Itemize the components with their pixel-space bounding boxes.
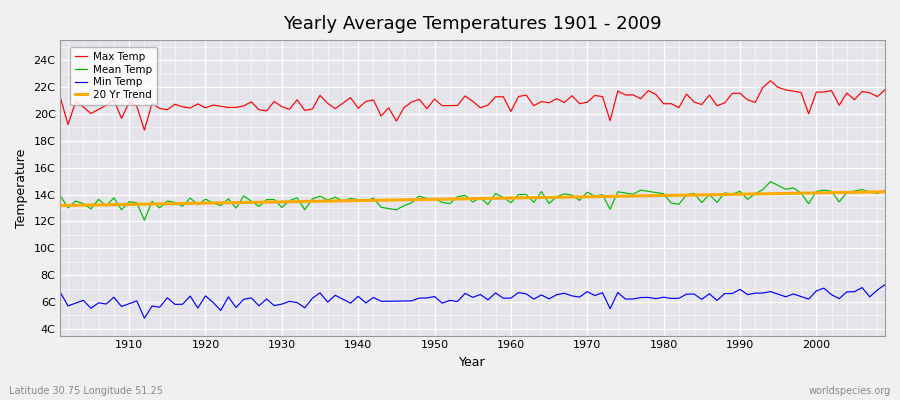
- Line: Min Temp: Min Temp: [60, 284, 885, 318]
- Line: Max Temp: Max Temp: [60, 81, 885, 130]
- Mean Temp: [292, 196, 302, 200]
- 20 Yr Trend: [498, 196, 508, 200]
- Min Temp: [506, 296, 517, 300]
- Min Temp: [338, 297, 348, 302]
- Min Temp: [116, 304, 127, 309]
- Min Temp: [55, 290, 66, 295]
- Mean Temp: [513, 192, 524, 197]
- Mean Temp: [506, 200, 517, 205]
- 20 Yr Trend: [330, 198, 341, 203]
- Max Temp: [292, 97, 302, 102]
- Mean Temp: [55, 194, 66, 198]
- Legend: Max Temp, Mean Temp, Min Temp, 20 Yr Trend: Max Temp, Mean Temp, Min Temp, 20 Yr Tre…: [69, 47, 157, 105]
- Max Temp: [116, 116, 127, 121]
- Max Temp: [139, 128, 149, 133]
- Max Temp: [513, 94, 524, 99]
- Line: Mean Temp: Mean Temp: [60, 182, 885, 220]
- 20 Yr Trend: [597, 194, 608, 199]
- Max Temp: [506, 109, 517, 114]
- Max Temp: [55, 96, 66, 100]
- Max Temp: [338, 101, 348, 106]
- Min Temp: [879, 282, 890, 287]
- Max Temp: [765, 78, 776, 83]
- 20 Yr Trend: [55, 203, 66, 208]
- 20 Yr Trend: [879, 190, 890, 194]
- Mean Temp: [879, 188, 890, 193]
- Title: Yearly Average Temperatures 1901 - 2009: Yearly Average Temperatures 1901 - 2009: [284, 15, 662, 33]
- Mean Temp: [139, 218, 149, 222]
- X-axis label: Year: Year: [459, 356, 486, 369]
- Max Temp: [879, 88, 890, 92]
- Min Temp: [292, 300, 302, 305]
- Text: worldspecies.org: worldspecies.org: [809, 386, 891, 396]
- Mean Temp: [765, 179, 776, 184]
- 20 Yr Trend: [116, 202, 127, 207]
- Text: Latitude 30.75 Longitude 51.25: Latitude 30.75 Longitude 51.25: [9, 386, 163, 396]
- Y-axis label: Temperature: Temperature: [15, 148, 28, 228]
- Min Temp: [605, 306, 616, 311]
- Min Temp: [139, 316, 149, 321]
- Mean Temp: [116, 207, 127, 212]
- Min Temp: [513, 290, 524, 295]
- 20 Yr Trend: [506, 196, 517, 200]
- Mean Temp: [605, 207, 616, 212]
- Mean Temp: [338, 199, 348, 204]
- Max Temp: [605, 118, 616, 123]
- 20 Yr Trend: [284, 199, 295, 204]
- Line: 20 Yr Trend: 20 Yr Trend: [60, 192, 885, 206]
